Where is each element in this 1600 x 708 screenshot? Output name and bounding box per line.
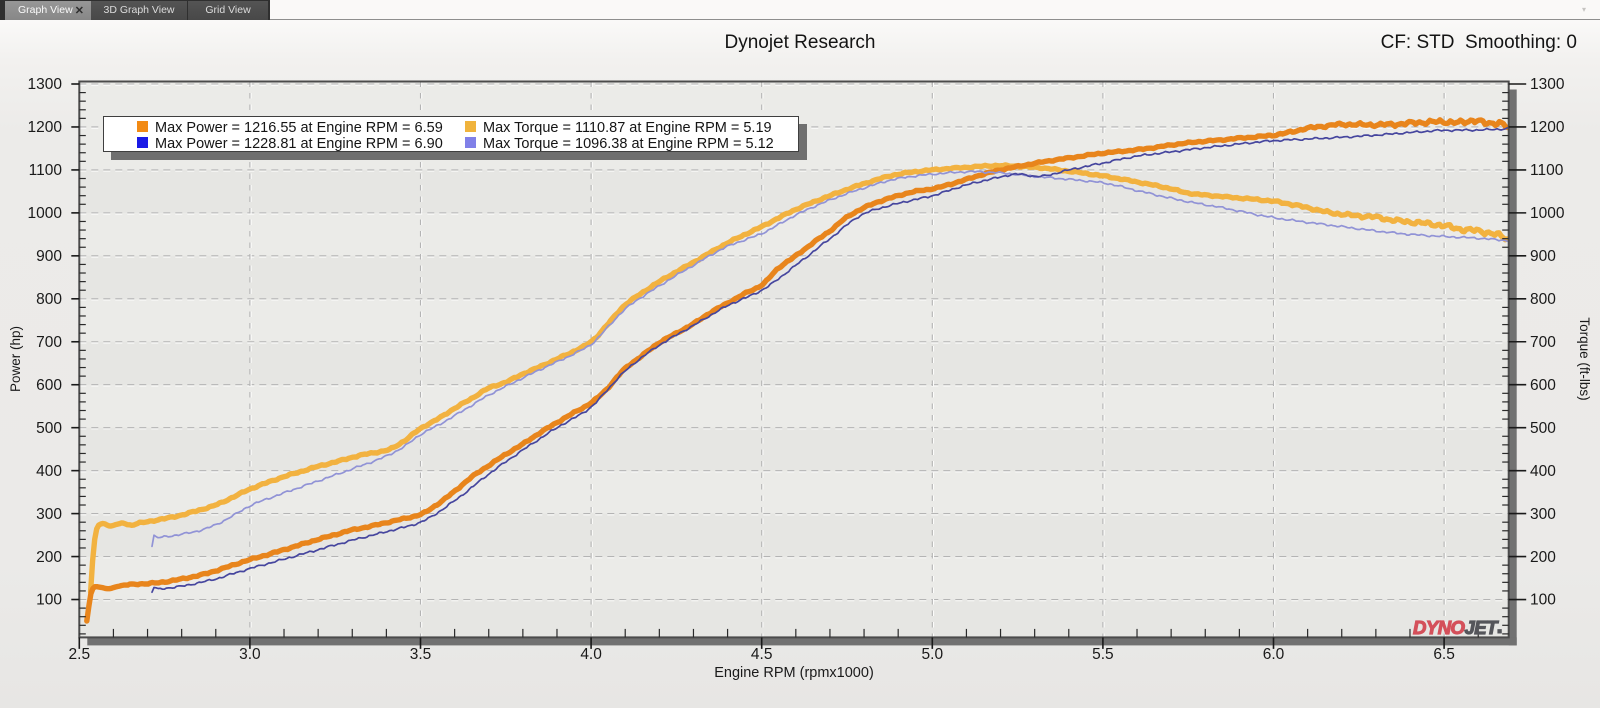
svg-text:200: 200 <box>36 549 62 566</box>
svg-text:Power (hp): Power (hp) <box>8 326 23 392</box>
svg-text:1200: 1200 <box>1530 119 1565 136</box>
svg-text:1100: 1100 <box>1530 162 1564 179</box>
svg-text:500: 500 <box>36 420 62 437</box>
svg-text:4.5: 4.5 <box>751 646 773 663</box>
svg-text:300: 300 <box>1530 506 1556 523</box>
svg-text:1200: 1200 <box>28 119 63 136</box>
svg-text:5.5: 5.5 <box>1092 646 1114 663</box>
svg-text:400: 400 <box>1530 463 1556 480</box>
svg-text:4.0: 4.0 <box>580 646 602 663</box>
svg-text:200: 200 <box>1530 549 1556 566</box>
svg-text:1100: 1100 <box>29 162 63 179</box>
svg-text:100: 100 <box>1530 592 1556 609</box>
svg-text:400: 400 <box>36 463 62 480</box>
svg-text:1000: 1000 <box>1530 205 1565 222</box>
svg-text:800: 800 <box>36 291 62 308</box>
svg-text:5.0: 5.0 <box>922 646 944 663</box>
svg-text:3.0: 3.0 <box>239 646 261 663</box>
svg-text:1000: 1000 <box>28 205 63 222</box>
svg-text:600: 600 <box>36 377 62 394</box>
svg-text:DYNOJET■: DYNOJET■ <box>1413 617 1502 638</box>
svg-text:800: 800 <box>1530 291 1556 308</box>
svg-text:3.5: 3.5 <box>410 646 432 663</box>
svg-text:900: 900 <box>1530 248 1556 265</box>
svg-text:Engine RPM (rpmx1000): Engine RPM (rpmx1000) <box>714 665 874 681</box>
svg-text:6.5: 6.5 <box>1433 646 1455 663</box>
svg-text:2.5: 2.5 <box>69 646 91 663</box>
svg-text:1300: 1300 <box>28 76 63 93</box>
svg-text:6.0: 6.0 <box>1263 646 1285 663</box>
svg-text:300: 300 <box>36 506 62 523</box>
svg-text:1300: 1300 <box>1530 76 1565 93</box>
svg-text:500: 500 <box>1530 420 1556 437</box>
svg-text:900: 900 <box>36 248 62 265</box>
svg-text:700: 700 <box>36 334 62 351</box>
svg-text:100: 100 <box>36 592 62 609</box>
svg-text:Torque (ft-lbs): Torque (ft-lbs) <box>1577 317 1592 400</box>
svg-text:700: 700 <box>1530 334 1556 351</box>
svg-text:600: 600 <box>1530 377 1556 394</box>
